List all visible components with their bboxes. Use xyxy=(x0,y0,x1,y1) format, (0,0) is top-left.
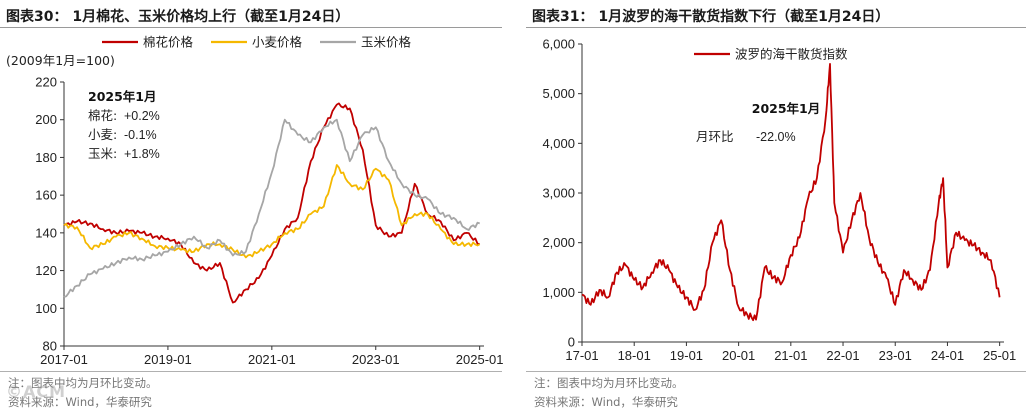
y-tick-label: 200 xyxy=(35,112,57,127)
legend-label: 玉米价格 xyxy=(361,35,412,50)
y-tick-label: 160 xyxy=(35,188,57,203)
series-line-0 xyxy=(63,102,480,304)
unit-label: (2009年1月=100) xyxy=(6,53,115,68)
chart-baltic-dry-index: 0 1,000 2,000 3,000 4,000 5,000 6,000 17-01 18-0… xyxy=(542,37,1016,364)
title-divider xyxy=(0,27,502,28)
x-tick-label: 22-01 xyxy=(826,348,859,363)
x-tick-label: 2023-01 xyxy=(352,352,400,367)
legend-label: 小麦价格 xyxy=(252,35,303,50)
annotation-title: 2025年1月 xyxy=(88,89,157,104)
annotation-value: -22.0% xyxy=(756,130,796,144)
y-tick-label: 4,000 xyxy=(542,136,575,151)
y-tick-label: 1,000 xyxy=(542,285,575,300)
x-tick-label: 2021-01 xyxy=(248,352,296,367)
note-divider xyxy=(526,371,1026,372)
y-tick-label: 5,000 xyxy=(542,86,575,101)
x-tick-label: 20-01 xyxy=(722,348,755,363)
x-tick-label: 17-01 xyxy=(565,348,598,363)
y-tick-label: 0 xyxy=(568,335,575,350)
chart-note: 注：图表中均为月环比变动。 xyxy=(8,376,158,390)
y-tick-label: 100 xyxy=(35,301,57,316)
annotation-label: 棉花: xyxy=(88,108,117,123)
chart-cotton-wheat-corn: (2009年1月=100) 80 100 120 140 160 180 200 220 2017… xyxy=(6,35,504,368)
annotation-label: 月环比 xyxy=(696,129,734,144)
annotation-value: -0.1% xyxy=(124,128,157,142)
figure-title: 图表30： 1月棉花、玉米价格均上行（截至1月24日） xyxy=(6,9,350,25)
x-tick-label: 24-01 xyxy=(931,348,964,363)
x-tick-label: 19-01 xyxy=(670,348,703,363)
note-divider xyxy=(0,371,502,372)
y-tick-label: 80 xyxy=(43,339,57,354)
x-tick-label: 18-01 xyxy=(618,348,651,363)
x-tick-label: 2017-01 xyxy=(40,352,88,367)
annotation-title: 2025年1月 xyxy=(752,101,821,116)
chart-panel-right: 图表31： 1月波罗的海干散货指数下行（截至1月24日） 0 1,000 2,000… xyxy=(526,0,1030,412)
chart-panel-left: 图表30： 1月棉花、玉米价格均上行（截至1月24日） (2009年1月=100… xyxy=(0,0,510,412)
annotation-label: 玉米: xyxy=(88,146,117,161)
legend-label: 波罗的海干散货指数 xyxy=(735,47,848,62)
series-line-0 xyxy=(581,63,1001,322)
y-tick-label: 220 xyxy=(35,75,57,90)
chart-source: 资料来源：Wind，华泰研究 xyxy=(534,395,678,409)
chart-note: 注：图表中均为月环比变动。 xyxy=(534,376,684,390)
x-tick-label: 23-01 xyxy=(879,348,912,363)
series-line-1 xyxy=(63,164,481,259)
chart-source: 资料来源：Wind，华泰研究 xyxy=(8,395,152,409)
series-line-2 xyxy=(63,118,480,298)
y-tick-label: 2,000 xyxy=(542,235,575,250)
y-tick-label: 3,000 xyxy=(542,186,575,201)
x-tick-label: 2019-01 xyxy=(144,352,192,367)
annotation-label: 小麦: xyxy=(88,127,117,142)
legend-label: 棉花价格 xyxy=(143,35,194,50)
y-tick-label: 6,000 xyxy=(542,37,575,52)
y-tick-label: 180 xyxy=(35,150,57,165)
x-tick-label: 21-01 xyxy=(774,348,807,363)
x-tick-label: 25-01 xyxy=(983,348,1016,363)
watermark-logo: ©ACM xyxy=(6,382,67,401)
y-tick-label: 140 xyxy=(35,225,57,240)
annotation-value: +1.8% xyxy=(124,147,160,161)
annotation-value: +0.2% xyxy=(124,109,160,123)
y-tick-label: 120 xyxy=(35,263,57,278)
title-divider xyxy=(526,27,1026,28)
figure-title: 图表31： 1月波罗的海干散货指数下行（截至1月24日） xyxy=(532,9,890,25)
x-tick-label: 2025-01 xyxy=(456,352,504,367)
